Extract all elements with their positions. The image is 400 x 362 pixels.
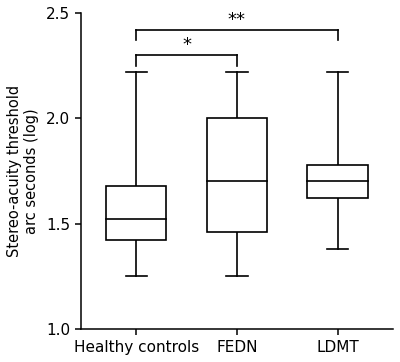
Text: **: ** xyxy=(228,11,246,29)
Bar xyxy=(308,165,368,198)
Bar xyxy=(106,186,166,240)
Y-axis label: Stereo-acuity threshold
arc seconds (log): Stereo-acuity threshold arc seconds (log… xyxy=(7,85,39,257)
Text: *: * xyxy=(182,36,191,54)
Bar xyxy=(207,118,267,232)
